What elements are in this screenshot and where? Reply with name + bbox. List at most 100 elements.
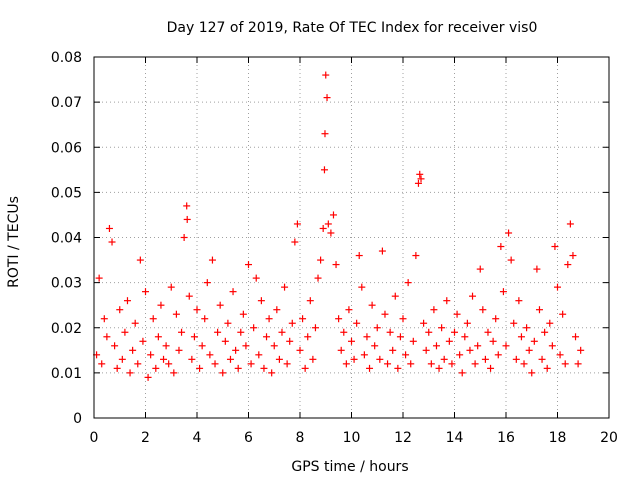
data-point [416, 170, 424, 178]
data-point [476, 265, 484, 273]
data-point [474, 342, 482, 350]
data-point [348, 337, 355, 345]
data-point [376, 355, 384, 363]
data-point [355, 252, 363, 260]
x-axis-label: GPS time / hours [291, 459, 408, 475]
data-point [162, 342, 170, 350]
data-point [108, 238, 116, 246]
data-point [448, 360, 456, 368]
data-point [396, 333, 404, 341]
data-point [221, 337, 229, 345]
data-point [188, 355, 196, 363]
data-point [451, 328, 458, 336]
data-point [530, 337, 538, 345]
data-point [332, 261, 340, 269]
data-point [577, 346, 585, 354]
data-points [93, 71, 585, 381]
data-point [232, 346, 240, 354]
data-point [414, 179, 422, 187]
data-point [178, 328, 186, 336]
y-tick-label: 0.05 [51, 185, 82, 201]
data-point [353, 319, 361, 327]
data-point [373, 324, 381, 332]
data-point [157, 301, 165, 309]
data-point [126, 369, 134, 377]
x-tick-label: 6 [244, 430, 253, 446]
data-point [263, 333, 271, 341]
data-point [546, 319, 554, 327]
data-point [407, 360, 415, 368]
data-point [216, 301, 224, 309]
data-point [273, 306, 281, 314]
data-point [306, 297, 314, 305]
data-point [360, 351, 368, 359]
data-point [113, 364, 121, 372]
data-point [247, 360, 255, 368]
data-point [559, 310, 567, 318]
data-point [288, 319, 296, 327]
data-point [175, 346, 183, 354]
data-point [252, 274, 260, 282]
data-point [525, 346, 533, 354]
data-point [314, 274, 322, 282]
data-point [432, 342, 440, 350]
data-point [381, 310, 389, 318]
data-point [136, 256, 144, 264]
data-point [386, 328, 394, 336]
data-point [190, 333, 198, 341]
data-point [95, 274, 103, 282]
data-point [497, 243, 505, 251]
data-point [515, 297, 523, 305]
data-point [270, 342, 278, 350]
y-tick-label: 0.03 [51, 276, 82, 292]
y-axis-label: ROTI / TECUs [6, 196, 22, 288]
data-point [510, 319, 518, 327]
data-point [301, 364, 309, 372]
data-point [131, 319, 139, 327]
data-point [535, 306, 543, 314]
data-point [541, 328, 549, 336]
data-point [481, 355, 489, 363]
data-point [237, 328, 245, 336]
data-point [366, 364, 374, 372]
data-point [371, 342, 379, 350]
data-point [363, 333, 371, 341]
data-point [278, 328, 286, 336]
data-point [165, 360, 173, 368]
data-point [229, 288, 237, 296]
data-point [245, 261, 252, 269]
data-point [342, 360, 350, 368]
y-tick-label: 0.02 [51, 321, 82, 337]
x-tick-label: 20 [600, 430, 618, 446]
data-point [505, 229, 513, 237]
data-point [317, 256, 325, 264]
y-tick-label: 0.06 [51, 140, 82, 156]
data-point [121, 328, 129, 336]
data-point [152, 364, 160, 372]
data-point [239, 310, 247, 318]
data-point [399, 315, 407, 323]
data-point [275, 355, 283, 363]
data-point [142, 288, 149, 296]
data-point [327, 229, 335, 237]
data-point [296, 346, 304, 354]
y-tick-label: 0.08 [51, 50, 82, 66]
data-point [201, 315, 209, 323]
data-point [323, 94, 331, 102]
data-point [160, 355, 168, 363]
data-point [208, 256, 216, 264]
data-point [154, 333, 162, 341]
data-point [517, 333, 525, 341]
chart-title: Day 127 of 2019, Rate Of TEC Index for r… [167, 20, 538, 36]
data-point [123, 297, 131, 305]
data-point [337, 346, 345, 354]
data-point [394, 364, 402, 372]
data-point [183, 202, 191, 210]
data-point [268, 369, 276, 377]
data-point [234, 364, 242, 372]
data-point [453, 310, 461, 318]
data-point [533, 265, 541, 273]
y-tick-label: 0 [73, 411, 82, 427]
x-tick-label: 4 [193, 430, 202, 446]
